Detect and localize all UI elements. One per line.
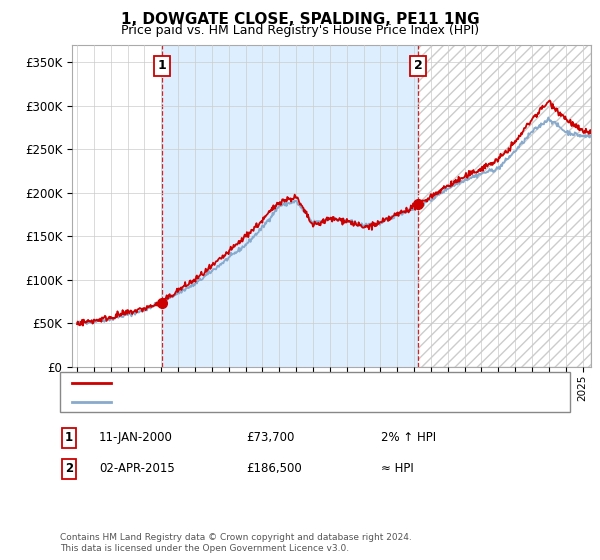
Text: 1, DOWGATE CLOSE, SPALDING, PE11 1NG: 1, DOWGATE CLOSE, SPALDING, PE11 1NG [121, 12, 479, 27]
Text: HPI: Average price, detached house, South Holland: HPI: Average price, detached house, Sout… [117, 397, 409, 407]
Text: 2: 2 [414, 59, 422, 72]
Text: 02-APR-2015: 02-APR-2015 [99, 462, 175, 475]
Text: 1: 1 [65, 431, 73, 445]
Text: ≈ HPI: ≈ HPI [381, 462, 414, 475]
Text: Contains HM Land Registry data © Crown copyright and database right 2024.
This d: Contains HM Land Registry data © Crown c… [60, 533, 412, 553]
Text: 2: 2 [65, 462, 73, 475]
Bar [162, 45, 418, 367]
Text: 1, DOWGATE CLOSE, SPALDING, PE11 1NG (detached house): 1, DOWGATE CLOSE, SPALDING, PE11 1NG (de… [117, 379, 463, 389]
Text: £73,700: £73,700 [246, 431, 295, 445]
Bar [418, 45, 591, 367]
Text: 1: 1 [157, 59, 166, 72]
Text: £186,500: £186,500 [246, 462, 302, 475]
Text: 2% ↑ HPI: 2% ↑ HPI [381, 431, 436, 445]
Text: Price paid vs. HM Land Registry's House Price Index (HPI): Price paid vs. HM Land Registry's House … [121, 24, 479, 37]
Text: 11-JAN-2000: 11-JAN-2000 [99, 431, 173, 445]
